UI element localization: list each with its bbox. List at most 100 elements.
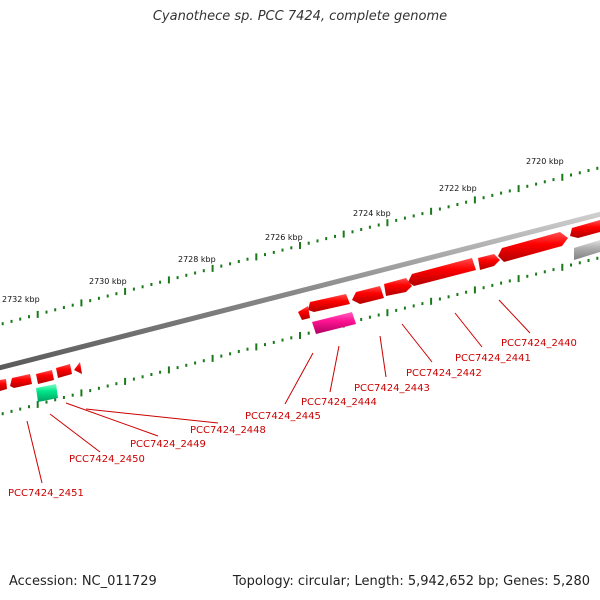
inner-scale-minor-tick [307, 331, 310, 335]
outer-scale-minor-tick [368, 225, 371, 229]
inner-scale-minor-tick [290, 336, 293, 340]
scale-labels: 2720 kbp 2722 kbp 2724 kbp 2726 kbp 2728… [2, 157, 564, 304]
gene-red-feature-m[interactable] [0, 379, 7, 391]
inner-scale-major-tick [386, 309, 389, 317]
inner-scale-minor-tick [176, 366, 179, 370]
outer-scale-minor-tick [412, 214, 415, 218]
outer-scale-minor-tick [535, 182, 538, 186]
inner-scale-minor-tick [229, 352, 232, 356]
gene-green-feature[interactable] [36, 384, 58, 402]
gene-red-feature-e[interactable] [384, 278, 412, 296]
inner-scale-minor-tick [54, 398, 57, 402]
gene-gray-feature[interactable] [574, 240, 600, 260]
kbp-label-2730: 2730 kbp [89, 277, 127, 286]
gene-pink-feature[interactable] [312, 312, 356, 334]
gene-red-feature-i[interactable] [74, 362, 82, 374]
map-title: Cyanothece sp. PCC 7424, complete genome [152, 9, 448, 24]
outer-scale-minor-tick [237, 260, 240, 263]
inner-scale-minor-tick [10, 409, 13, 413]
inner-scale-major-tick [124, 377, 127, 385]
inner-scale-minor-tick [500, 281, 503, 285]
inner-scale-minor-tick [570, 263, 572, 267]
gene-red-feature-f[interactable] [352, 286, 384, 304]
outer-scale-minor-tick [202, 269, 205, 273]
gene-labels: PCC7424_2440 PCC7424_2441 PCC7424_2442 P… [8, 338, 577, 499]
inner-scale-minor-tick [412, 304, 415, 308]
outer-scale-minor-tick [456, 203, 459, 206]
inner-scale-major-tick [430, 297, 433, 305]
outer-scale-minor-tick [421, 212, 424, 216]
gene-red-feature-l[interactable] [10, 374, 32, 388]
inner-scale-minor-tick [543, 270, 546, 274]
inner-scale-minor-tick [71, 393, 74, 397]
outer-scale-minor-tick [587, 169, 590, 172]
outer-scale-minor-tick [185, 273, 188, 277]
gene-label-2440: PCC7424_2440 [501, 338, 577, 349]
outer-scale-minor-tick [351, 230, 354, 234]
inner-scale-major-tick [167, 366, 170, 374]
outer-scale-minor-tick [316, 239, 319, 243]
outer-scale-minor-tick [229, 262, 232, 266]
kbp-label-2728: 2728 kbp [178, 255, 216, 264]
outer-scale-minor-tick [403, 216, 406, 220]
inner-scale-minor-tick [535, 272, 538, 276]
gene-label-2448: PCC7424_2448 [190, 425, 266, 436]
inner-scale-minor-tick [447, 295, 450, 299]
outer-scale-ring [1, 166, 599, 326]
inner-scale-minor-tick [421, 302, 424, 306]
inner-scale-minor-tick [159, 370, 162, 374]
outer-scale-minor-tick [508, 189, 511, 193]
inner-scale-minor-tick [456, 293, 459, 296]
gene-red-feature-h[interactable] [298, 306, 310, 320]
gene-red-feature-a[interactable] [570, 220, 600, 238]
inner-scale-minor-tick [202, 359, 205, 363]
gene-red-feature-j[interactable] [56, 364, 72, 378]
kbp-label-2722: 2722 kbp [439, 184, 477, 193]
inner-scale-minor-tick [28, 405, 30, 409]
inner-scale-minor-tick [368, 315, 371, 319]
inner-scale-minor-tick [45, 400, 48, 404]
outer-scale-major-tick [430, 207, 433, 215]
inner-scale-minor-tick [220, 354, 223, 358]
outer-scale-minor-tick [264, 253, 266, 257]
outer-scale-minor-tick [500, 191, 503, 195]
outer-scale-minor-tick [194, 271, 197, 275]
outer-scale-minor-tick [28, 315, 30, 319]
gene-red-feature-k[interactable] [36, 370, 54, 384]
inner-scale-minor-tick [132, 377, 135, 381]
outer-scale-minor-tick [150, 283, 153, 286]
gene-label-2444: PCC7424_2444 [301, 397, 377, 408]
gene-red-feature-b[interactable] [498, 232, 568, 262]
inner-scale-minor-tick [482, 286, 485, 290]
gene-red-feature-g[interactable] [308, 294, 350, 312]
outer-scale-minor-tick [141, 285, 144, 289]
outer-scale-minor-tick [578, 171, 581, 175]
inner-scale-minor-tick [264, 343, 266, 347]
inner-scale-minor-tick [97, 386, 100, 390]
outer-scale-major-tick [386, 219, 389, 227]
outer-scale-major-tick [167, 276, 170, 284]
kbp-label-2732: 2732 kbp [2, 295, 40, 304]
inner-scale-minor-tick [377, 313, 380, 317]
accession-label: Accession: NC_011729 [9, 574, 157, 589]
outer-scale-minor-tick [10, 319, 13, 323]
outer-scale-minor-tick [570, 173, 572, 177]
outer-scale-minor-tick [334, 234, 336, 238]
outer-scale-minor-tick [281, 248, 284, 252]
inner-scale-minor-tick [596, 256, 599, 260]
outer-scale-minor-tick [272, 250, 275, 254]
gene-label-2443: PCC7424_2443 [354, 383, 430, 394]
outer-scale-major-tick [255, 253, 258, 261]
inner-scale-minor-tick [115, 382, 118, 386]
outer-scale-minor-tick [360, 228, 363, 231]
outer-scale-minor-tick [132, 287, 135, 291]
reverse-strand-genes [36, 312, 356, 402]
forward-strand-genes [0, 220, 600, 391]
inner-scale-major-tick [473, 286, 476, 294]
gene-red-feature-d[interactable] [408, 258, 476, 286]
outer-scale-minor-tick [97, 296, 100, 300]
inner-scale-major-tick [80, 389, 83, 397]
gene-red-feature-c[interactable] [478, 254, 500, 270]
inner-scale-minor-tick [465, 290, 468, 294]
outer-scale-major-tick [342, 230, 345, 238]
